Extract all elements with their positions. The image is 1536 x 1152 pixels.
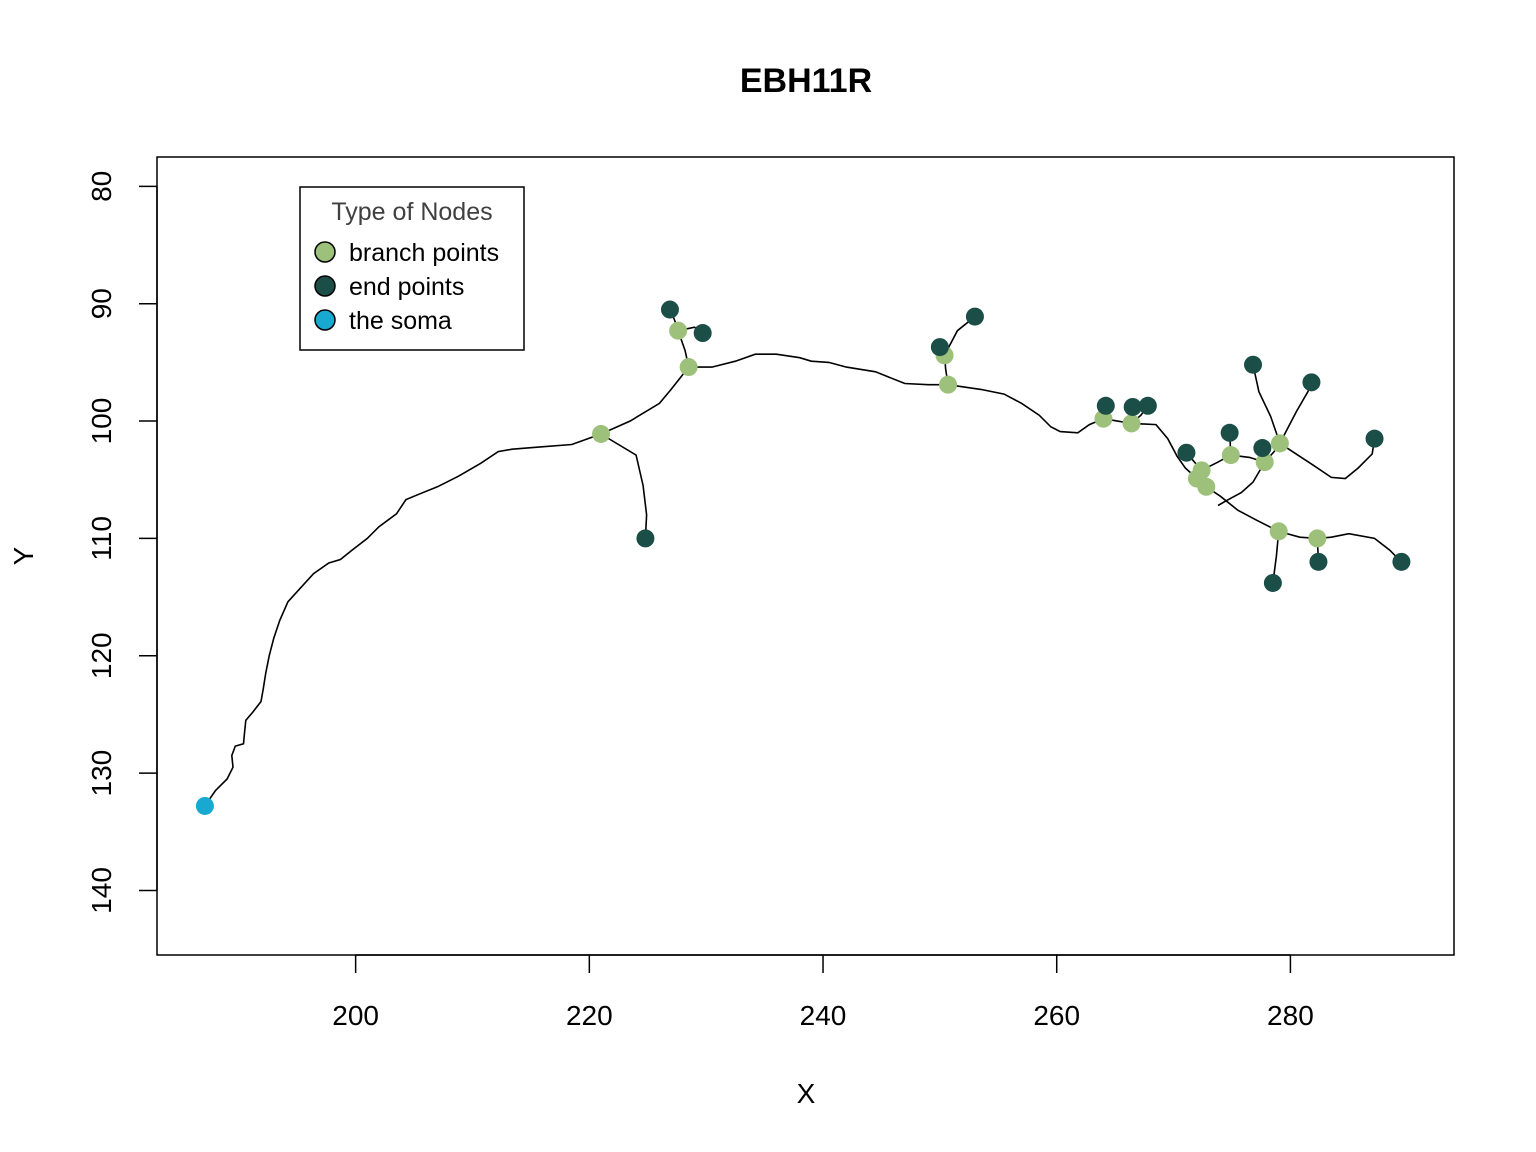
branch-segment <box>1252 364 1281 444</box>
end-point <box>636 529 655 548</box>
end-point <box>693 324 712 343</box>
branch-segment <box>600 433 648 539</box>
legend-marker <box>314 241 336 263</box>
node-points <box>195 300 1411 815</box>
branch-point <box>1255 453 1274 472</box>
x-tick-label: 220 <box>566 1000 613 1031</box>
x-tick-label: 280 <box>1267 1000 1314 1031</box>
legend-entry-label: branch points <box>349 239 499 267</box>
chart-title: EBH11R <box>740 62 872 100</box>
end-point <box>1392 552 1411 571</box>
legend-marker <box>314 275 336 297</box>
branch-segment <box>1217 461 1266 507</box>
branch-point <box>1221 446 1240 465</box>
y-tick-label: 130 <box>86 750 117 797</box>
branch-point <box>1308 529 1327 548</box>
end-point <box>965 307 984 326</box>
legend-box <box>299 186 525 351</box>
x-tick-label: 200 <box>332 1000 379 1031</box>
y-axis-label: Y <box>8 546 39 565</box>
end-point <box>1244 355 1263 374</box>
branch-segment <box>947 383 1104 434</box>
branch-point <box>669 321 688 340</box>
end-point <box>930 338 949 357</box>
branch-point <box>939 375 958 394</box>
y-tick-label: 120 <box>86 632 117 679</box>
end-point <box>1220 423 1239 442</box>
end-point <box>1263 573 1282 592</box>
y-tick-label: 100 <box>86 398 117 445</box>
branch-segment <box>688 353 949 386</box>
y-tick-label: 140 <box>86 867 117 914</box>
x-axis-label: X <box>797 1078 816 1109</box>
end-point <box>1309 552 1328 571</box>
branch-segment <box>1317 532 1402 563</box>
end-point <box>1365 429 1384 448</box>
branch-point <box>592 424 611 443</box>
branch-segment <box>1131 422 1198 480</box>
branch-point <box>1197 477 1216 496</box>
y-tick-label: 80 <box>86 171 117 202</box>
end-point <box>1138 396 1157 415</box>
y-axis: 80 90 100 110 120 130 140 <box>86 171 158 914</box>
y-tick-label: 110 <box>86 516 117 561</box>
x-tick-label: 260 <box>1033 1000 1080 1031</box>
branch-point <box>1122 414 1141 433</box>
branch-segment <box>600 366 690 435</box>
legend-marker <box>314 309 336 331</box>
end-point <box>1302 373 1321 392</box>
branch-point <box>679 358 698 377</box>
branch-point <box>1269 522 1288 541</box>
branch-segment <box>1279 438 1376 480</box>
end-point <box>1253 439 1272 458</box>
y-tick-label: 90 <box>86 288 117 319</box>
branch-point <box>1270 434 1289 453</box>
legend-title: Type of Nodes <box>331 198 492 226</box>
branch-segment <box>1205 486 1280 533</box>
end-point <box>1177 443 1196 462</box>
soma-point <box>195 796 214 815</box>
x-axis: 200 220 240 260 280 <box>332 954 1314 1031</box>
end-point <box>1096 396 1115 415</box>
x-tick-label: 240 <box>800 1000 847 1031</box>
legend-entry-label: the soma <box>349 307 452 335</box>
end-point <box>660 300 679 319</box>
legend: Type of Nodes branch points end points the… <box>299 186 525 351</box>
branch-segment <box>204 433 602 807</box>
end-point <box>1123 397 1142 416</box>
legend-entry-label: end points <box>349 273 464 301</box>
